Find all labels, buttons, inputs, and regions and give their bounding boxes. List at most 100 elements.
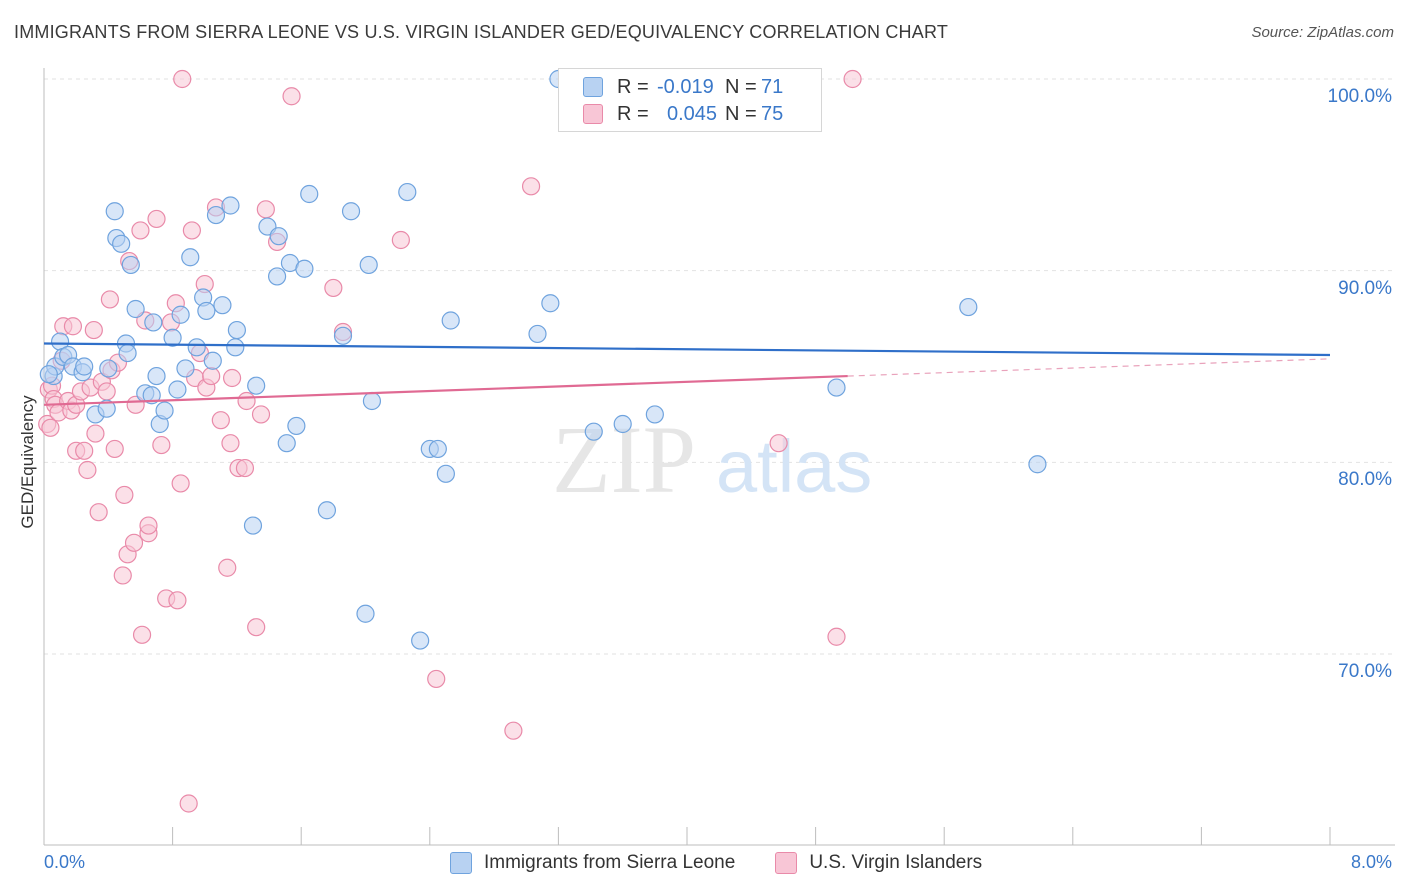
data-point: [411, 631, 430, 650]
data-point: [206, 205, 226, 225]
data-point: [105, 439, 124, 459]
data-point: [97, 399, 116, 418]
data-point: [247, 376, 266, 395]
axes: [43, 68, 1395, 846]
data-point: [222, 368, 242, 388]
data-point: [287, 416, 306, 436]
data-point: [645, 405, 664, 424]
series-legend-item-sierra-leone[interactable]: Immigrants from Sierra Leone: [450, 852, 735, 874]
data-point: [105, 202, 124, 221]
data-point: [235, 458, 255, 478]
series-legend-label: U.S. Virgin Islanders: [809, 852, 983, 873]
watermark: ZIP atlas: [552, 406, 872, 513]
trend-line-sierra-leone: [43, 342, 1331, 357]
data-point: [277, 434, 296, 453]
series-virgin-islanders: [38, 69, 862, 813]
data-point: [187, 338, 206, 357]
series-sierra-leone: [39, 69, 1047, 650]
data-point: [89, 503, 108, 522]
data-point: [333, 326, 353, 345]
data-point: [147, 366, 166, 386]
data-point: [147, 209, 166, 229]
series-legend: Immigrants from Sierra Leone U.S. Virgin…: [450, 852, 1022, 874]
data-point: [356, 604, 375, 623]
data-point: [362, 391, 382, 411]
data-point: [221, 196, 240, 215]
data-point: [181, 248, 200, 267]
series-legend-label: Immigrants from Sierra Leone: [484, 852, 736, 873]
legend-swatch-pink: [583, 104, 603, 124]
data-point: [197, 301, 216, 321]
data-point: [959, 297, 978, 317]
y-tick-label: 80.0%: [1338, 469, 1392, 491]
legend-n-label: N =: [725, 102, 757, 125]
data-point: [391, 230, 410, 250]
data-point: [267, 267, 287, 286]
data-point: [213, 296, 232, 315]
data-point: [75, 357, 94, 376]
data-point: [528, 324, 547, 344]
data-point: [237, 391, 256, 411]
data-point: [243, 516, 263, 535]
data-point: [155, 401, 174, 420]
data-point: [171, 474, 190, 493]
y-tick-label: 90.0%: [1338, 277, 1392, 299]
data-point: [324, 278, 343, 298]
trend-line-virgin-islanders: [43, 374, 848, 406]
data-point: [139, 516, 158, 535]
data-point: [168, 380, 187, 399]
series-legend-item-virgin-islanders[interactable]: U.S. Virgin Islanders: [775, 852, 982, 874]
data-point: [827, 378, 846, 397]
legend-swatch-blue: [583, 77, 603, 97]
legend-row-virgin-islanders: R = 0.045 N = 75: [583, 102, 783, 126]
data-point: [436, 464, 455, 483]
data-point: [441, 311, 460, 330]
data-point: [75, 441, 94, 460]
data-point: [144, 313, 163, 332]
data-point: [97, 382, 116, 401]
data-point: [398, 182, 417, 202]
data-point: [115, 485, 134, 505]
data-point: [179, 794, 198, 813]
data-point: [227, 320, 246, 340]
legend-n-value: 75: [761, 102, 784, 125]
data-point: [152, 435, 171, 455]
data-point: [100, 290, 120, 309]
data-point: [124, 533, 144, 552]
data-point: [427, 669, 446, 689]
data-point: [843, 69, 862, 89]
trend-line-virgin-islanders-extension: [847, 358, 1331, 377]
data-point: [226, 338, 245, 357]
data-point: [84, 320, 103, 340]
data-point: [78, 460, 97, 480]
trend-lines: [43, 342, 1331, 406]
legend-r-value: 0.045: [667, 102, 718, 125]
data-point: [269, 227, 288, 246]
legend-r-value: -0.019: [657, 75, 714, 98]
data-point: [39, 365, 58, 384]
data-point: [613, 414, 632, 434]
data-point: [182, 221, 201, 240]
gridlines: [44, 78, 1395, 655]
chart-title: IMMIGRANTS FROM SIERRA LEONE VS U.S. VIR…: [14, 22, 949, 42]
x-tick-max: 8.0%: [1350, 852, 1392, 872]
data-point: [121, 255, 140, 275]
data-point: [211, 411, 230, 430]
data-point: [63, 317, 83, 336]
data-point: [769, 434, 788, 453]
data-point: [99, 359, 118, 378]
series-legend-swatch-pink: [775, 852, 798, 874]
data-point: [359, 255, 378, 275]
data-point: [341, 202, 361, 221]
data-point: [118, 343, 137, 363]
data-point: [142, 386, 161, 405]
source-label: Source: ZipAtlas.com: [1251, 24, 1394, 41]
data-point: [86, 424, 105, 443]
data-point: [163, 328, 182, 347]
series-legend-swatch-blue: [450, 852, 472, 874]
data-point: [504, 721, 523, 740]
legend-r-label: R =: [617, 102, 649, 125]
data-point: [317, 501, 337, 520]
data-point: [584, 422, 603, 441]
